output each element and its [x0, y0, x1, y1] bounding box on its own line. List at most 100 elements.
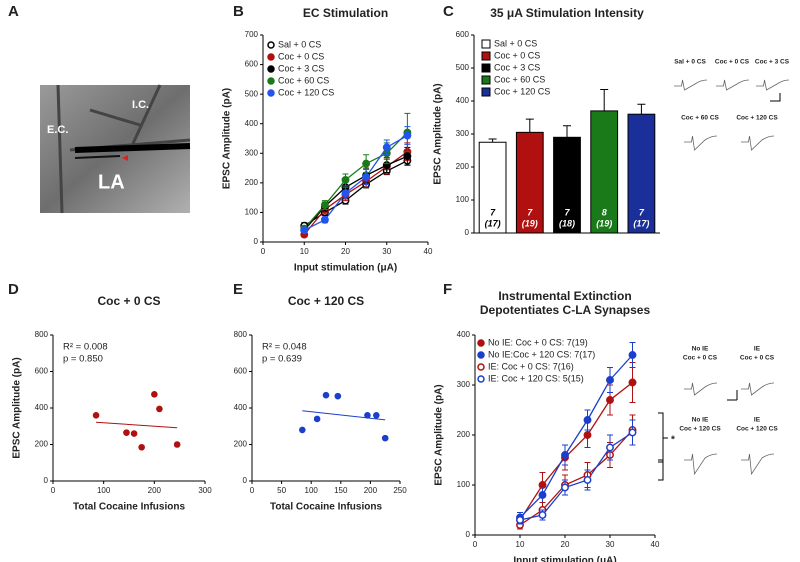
- marker: [583, 476, 592, 484]
- y-tick-label: 200: [245, 178, 259, 187]
- n-label: (17): [633, 218, 649, 228]
- trace-label: IE: [754, 346, 761, 353]
- trace-label: No IE: [692, 346, 709, 353]
- x-tick-label: 30: [382, 247, 391, 256]
- x-tick-label: 40: [424, 247, 433, 256]
- y-tick-label: 100: [245, 208, 259, 217]
- panel-letter: C: [443, 3, 454, 20]
- point: [130, 430, 138, 437]
- y-tick-label: 0: [465, 228, 470, 237]
- y-tick-label: 200: [35, 440, 49, 449]
- trace: [684, 135, 718, 151]
- electrode: [74, 143, 191, 153]
- trace: [741, 453, 775, 476]
- y-tick-label: 0: [466, 530, 471, 539]
- trace-label: Coc + 120 CS: [679, 426, 721, 433]
- chart-title: Depotentiates C-LA Synapses: [480, 303, 651, 317]
- trace-label: Coc + 0 CS: [683, 355, 718, 362]
- bar: [627, 113, 656, 234]
- marker: [403, 131, 412, 140]
- marker: [320, 215, 329, 224]
- trace-label: Coc + 60 CS: [681, 115, 719, 122]
- x-tick-label: 200: [148, 486, 162, 495]
- point: [173, 441, 181, 448]
- marker: [628, 378, 637, 387]
- legend-swatch: [481, 87, 491, 97]
- image-structure: [56, 84, 191, 214]
- y-tick-label: 300: [457, 380, 471, 389]
- x-tick-label: 0: [250, 486, 255, 495]
- trace: [674, 79, 708, 91]
- marker: [362, 159, 371, 168]
- marker: [628, 428, 637, 437]
- x-tick-label: 150: [334, 486, 348, 495]
- series-line: [519, 381, 633, 521]
- trace-label: Coc + 120 CS: [736, 426, 778, 433]
- marker: [583, 431, 592, 439]
- marker: [606, 376, 614, 384]
- legend-marker: [267, 53, 275, 61]
- image-label: LA: [98, 171, 125, 193]
- point: [299, 426, 306, 434]
- annotation: p = 0.639: [262, 354, 302, 365]
- x-axis-label: Total Cocaine Infusions: [73, 502, 185, 513]
- panel-letter: D: [8, 281, 19, 298]
- legend-label: No IE:Coc + 120 CS: 7(17): [488, 349, 595, 359]
- marker: [561, 451, 569, 459]
- point: [381, 434, 389, 442]
- marker: [538, 491, 547, 499]
- x-tick-label: 10: [516, 540, 525, 549]
- y-tick-label: 300: [456, 129, 470, 138]
- x-tick-label: 250: [393, 486, 407, 495]
- significance: *: [671, 435, 675, 446]
- legend-marker: [267, 41, 275, 49]
- trace: [741, 382, 775, 396]
- y-axis-label: EPSC Amplitude (pA): [433, 83, 444, 184]
- x-tick-label: 200: [364, 486, 378, 495]
- panel-letter: B: [233, 3, 244, 20]
- x-tick-label: 20: [561, 540, 570, 549]
- marker: [362, 172, 371, 181]
- marker: [516, 516, 524, 524]
- n-label: 7: [490, 207, 496, 217]
- panel-letter: E: [233, 281, 243, 298]
- marker: [300, 226, 309, 235]
- point: [151, 391, 158, 398]
- point: [373, 412, 380, 419]
- marker: [538, 511, 547, 519]
- y-tick-label: 600: [245, 60, 259, 69]
- series-line: [519, 354, 633, 518]
- marker: [583, 416, 592, 424]
- y-tick-label: 800: [35, 330, 49, 339]
- bar: [553, 136, 581, 234]
- x-tick-label: 30: [606, 540, 615, 549]
- marker: [341, 189, 350, 198]
- y-tick-label: 400: [245, 119, 259, 128]
- panel-letter: A: [8, 3, 19, 20]
- marker: [320, 201, 329, 209]
- marker: [561, 483, 569, 492]
- y-tick-label: 400: [457, 330, 471, 339]
- point: [364, 412, 371, 419]
- x-tick-label: 40: [651, 540, 660, 549]
- x-axis-label: Input stimulation (μA): [513, 556, 616, 562]
- legend-label: Coc + 120 CS: [494, 86, 550, 96]
- point: [123, 429, 130, 436]
- x-axis-label: Input stimulation (μA): [294, 263, 397, 274]
- annotation: p = 0.850: [63, 354, 103, 365]
- y-tick-label: 600: [234, 367, 248, 376]
- electrode: [74, 155, 121, 159]
- n-label: (19): [522, 218, 538, 228]
- panel-letter: F: [443, 281, 452, 298]
- error-bar: [563, 125, 571, 138]
- chart-title: Coc + 120 CS: [288, 294, 364, 308]
- legend-swatch: [481, 39, 491, 49]
- y-tick-label: 100: [456, 195, 470, 204]
- x-tick-label: 0: [473, 540, 478, 549]
- y-tick-label: 200: [456, 162, 470, 171]
- n-label: 7: [639, 207, 645, 217]
- y-tick-label: 600: [456, 30, 470, 39]
- y-axis-label: EPSC Amplitude (pA): [434, 384, 445, 485]
- pipette-tip: [122, 155, 128, 161]
- legend-label: IE: Coc + 0 CS: 7(16): [488, 361, 574, 371]
